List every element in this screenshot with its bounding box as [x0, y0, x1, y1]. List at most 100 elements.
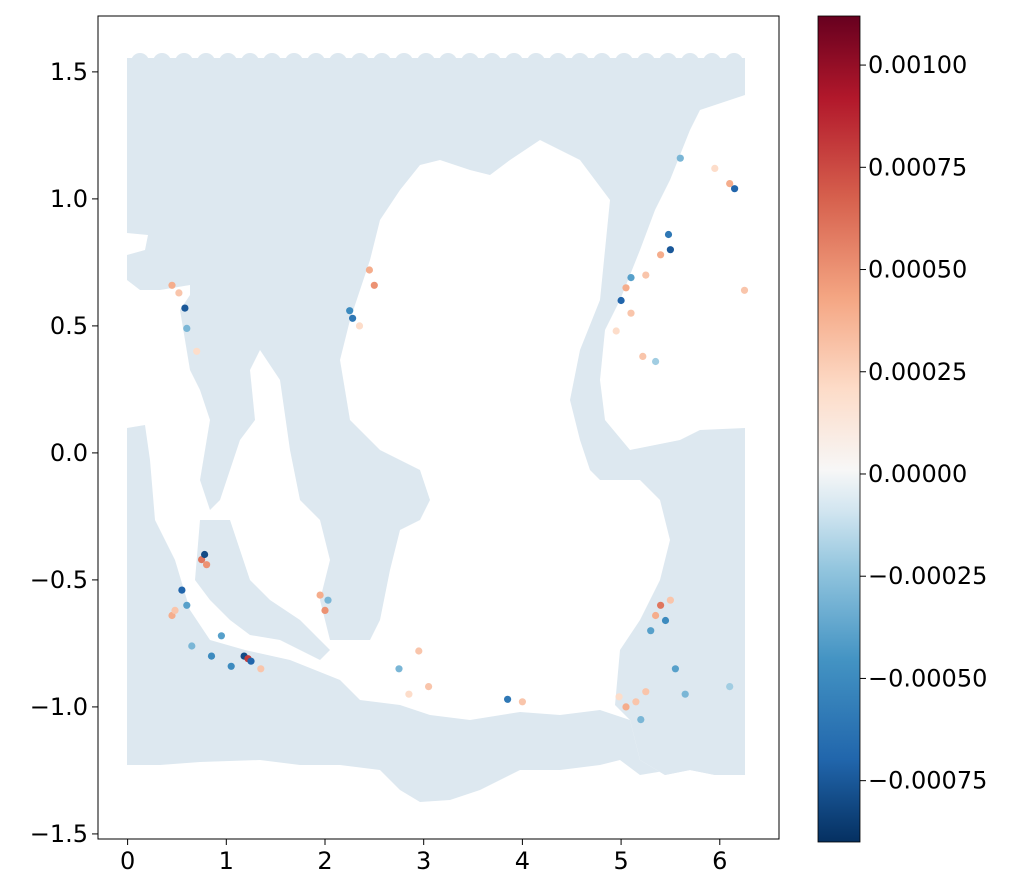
y-tick-label: −1.5: [30, 820, 88, 848]
colorbar-tick-label: −0.00075: [868, 767, 987, 795]
scallop: [241, 53, 259, 71]
anomaly-point: [518, 698, 527, 706]
scallop: [637, 53, 655, 71]
ocean-region-indian: [195, 520, 330, 660]
scallop: [197, 53, 215, 71]
anomaly-point: [632, 698, 640, 706]
colorbar-tick-label: 0.00075: [868, 153, 967, 181]
colorbar-tick-label: −0.00025: [868, 562, 987, 590]
x-axis-ticks: 0 1 2 3 4 5 6: [120, 839, 727, 875]
anomaly-point: [321, 606, 329, 615]
anomaly-point: [227, 662, 235, 670]
scallop: [439, 53, 457, 71]
y-tick-label: 0.5: [50, 312, 88, 340]
x-tick-label: 1: [219, 847, 234, 875]
scallop: [395, 53, 413, 71]
anomaly-point: [183, 324, 191, 332]
anomaly-point: [731, 185, 739, 193]
scallop: [285, 53, 303, 71]
ocean-region-main: [127, 58, 745, 775]
scallop: [571, 53, 589, 71]
anomaly-point: [346, 307, 354, 315]
scallop: [593, 53, 611, 71]
anomaly-point: [664, 230, 673, 239]
axes-frame: [97, 15, 780, 840]
colorbar-tick-label: −0.00050: [868, 664, 987, 692]
anomaly-point: [657, 251, 665, 259]
x-tick-label: 0: [120, 847, 135, 875]
anomaly-point: [365, 266, 373, 274]
anomaly-point: [681, 690, 689, 698]
anomaly-point: [183, 601, 191, 609]
anomaly-point: [349, 314, 357, 322]
anomaly-point: [647, 627, 655, 635]
anomaly-point: [666, 596, 675, 604]
anomaly-point: [181, 304, 189, 312]
anomaly-point: [627, 309, 635, 317]
anomaly-point: [395, 665, 403, 673]
scallop: [351, 53, 369, 71]
anomaly-point: [203, 561, 211, 569]
scallop: [219, 53, 237, 71]
anomaly-point: [316, 591, 324, 599]
ocean-region-south: [127, 425, 745, 802]
anomaly-point: [615, 693, 623, 701]
colorbar-tick-label: 0.00100: [868, 51, 967, 79]
anomaly-point: [627, 274, 635, 282]
anomaly-point: [201, 550, 209, 559]
scallop: [131, 53, 149, 71]
anomaly-point: [405, 690, 413, 698]
anomaly-point: [257, 665, 265, 673]
top-scallop-edge: [131, 53, 743, 71]
plot-area: [127, 53, 749, 802]
x-tick-label: 2: [317, 847, 332, 875]
anomaly-point: [178, 586, 186, 594]
scallop: [483, 53, 501, 71]
scallop: [505, 53, 523, 71]
y-tick-label: 1.0: [50, 185, 88, 213]
scallop: [703, 53, 721, 71]
scallop: [263, 53, 281, 71]
y-tick-label: −0.5: [30, 566, 88, 594]
anomaly-point: [612, 327, 620, 335]
anomaly-point: [168, 281, 176, 289]
anomaly-point: [637, 716, 645, 724]
anomaly-point: [661, 616, 670, 625]
anomaly-point: [425, 683, 433, 691]
scallop: [527, 53, 545, 71]
anomaly-point: [740, 286, 749, 294]
anomaly-point: [666, 246, 675, 254]
anomaly-point: [652, 357, 660, 366]
anomaly-point: [652, 611, 660, 620]
anomaly-point: [622, 703, 630, 711]
ocean-scatter-field: [127, 58, 745, 802]
x-tick-label: 4: [515, 847, 530, 875]
x-tick-label: 6: [712, 847, 727, 875]
anomaly-point: [671, 665, 680, 673]
anomaly-point: [504, 695, 512, 703]
anomaly-point: [676, 154, 684, 162]
scallop: [175, 53, 193, 71]
scallop: [153, 53, 171, 71]
scallop: [659, 53, 677, 71]
colorbar-tick-label: 0.00025: [868, 358, 967, 386]
scallop: [615, 53, 633, 71]
anomaly-point: [657, 601, 665, 609]
colorbar-tick-label: 0.00050: [868, 256, 967, 284]
scallop: [549, 53, 567, 71]
colorbar-ticks: 0.00100 0.00075 0.00050 0.00025 0.00000 −0.00…: [860, 51, 987, 795]
y-tick-label: 0.0: [50, 439, 88, 467]
anomaly-point: [217, 632, 225, 640]
anomaly-point: [642, 688, 650, 696]
scallop: [307, 53, 325, 71]
scallop: [417, 53, 435, 71]
anomaly-point: [188, 642, 196, 650]
anomaly-point: [617, 296, 625, 305]
y-axis-ticks: 1.5 1.0 0.5 0.0 −0.5 −1.0 −1.5: [30, 58, 98, 848]
colorbar: [817, 15, 861, 843]
anomaly-point: [193, 347, 201, 355]
x-tick-label: 3: [416, 847, 431, 875]
anomaly-point: [370, 281, 378, 289]
colorbar-tick-label: 0.00000: [868, 460, 967, 488]
